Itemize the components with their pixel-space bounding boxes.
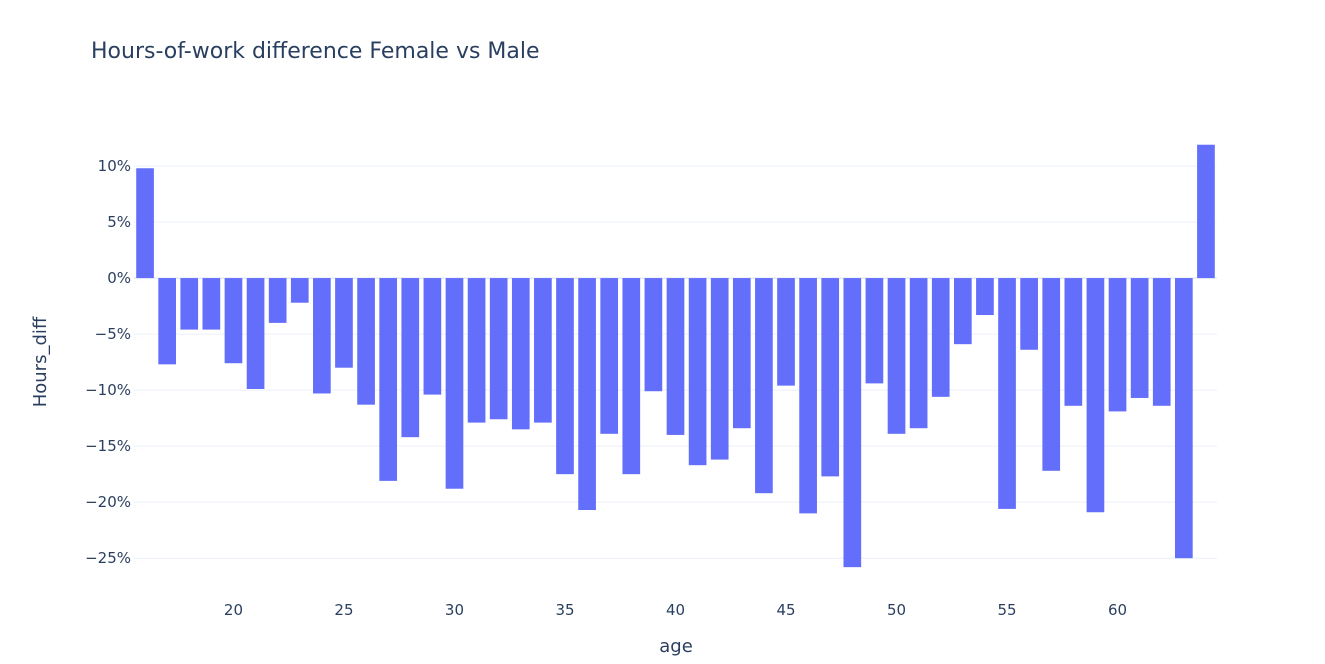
bar[interactable] [379, 278, 398, 481]
y-tick-label: −20% [85, 493, 131, 511]
bar[interactable] [755, 278, 773, 494]
bar[interactable] [489, 278, 508, 420]
bar[interactable] [1020, 278, 1038, 350]
bar[interactable] [953, 278, 972, 345]
bar[interactable] [1108, 278, 1127, 412]
bar[interactable] [998, 278, 1016, 509]
x-tick-label: 25 [334, 601, 353, 619]
bar[interactable] [136, 168, 154, 279]
bar[interactable] [688, 278, 707, 466]
bar[interactable] [224, 278, 243, 364]
y-tick-label: −10% [85, 381, 131, 399]
y-tick-labels: 10% 5% 0% −5% −10% −15% −20% −25% [85, 157, 131, 567]
bar[interactable] [1042, 278, 1061, 471]
bar[interactable] [511, 278, 530, 430]
bar[interactable] [401, 278, 420, 438]
bar[interactable] [732, 278, 751, 429]
x-tick-label: 40 [666, 601, 685, 619]
y-tick-label: −15% [85, 437, 131, 455]
x-tick-label: 55 [997, 601, 1016, 619]
bars [136, 144, 1215, 568]
x-tick-labels: 20 25 30 35 40 45 50 55 60 [224, 601, 1127, 619]
bar[interactable] [976, 278, 994, 316]
bar[interactable] [1064, 278, 1083, 406]
bar[interactable] [268, 278, 287, 323]
bar[interactable] [843, 278, 862, 568]
bar[interactable] [335, 278, 353, 368]
bar[interactable] [1175, 278, 1193, 559]
bar[interactable] [445, 278, 464, 489]
x-tick-label: 50 [887, 601, 906, 619]
bar[interactable] [865, 278, 884, 384]
bar[interactable] [467, 278, 486, 423]
bar[interactable] [423, 278, 442, 395]
bar[interactable] [1197, 144, 1215, 279]
bar[interactable] [909, 278, 928, 429]
bar[interactable] [622, 278, 641, 475]
y-tick-label: 0% [107, 269, 131, 287]
x-tick-label: 35 [555, 601, 574, 619]
bar[interactable] [777, 278, 795, 386]
bar[interactable] [290, 278, 309, 303]
bar[interactable] [357, 278, 375, 405]
bar[interactable] [180, 278, 199, 330]
x-tick-label: 45 [776, 601, 795, 619]
bar[interactable] [578, 278, 596, 511]
bar[interactable] [158, 278, 176, 365]
x-tick-label: 30 [445, 601, 464, 619]
bar[interactable] [313, 278, 331, 394]
x-tick-label: 60 [1108, 601, 1127, 619]
bar[interactable] [644, 278, 663, 392]
y-tick-label: 10% [98, 157, 131, 175]
x-axis-title: age [659, 636, 693, 657]
bar[interactable] [600, 278, 619, 434]
y-axis-title: Hours_diff [30, 316, 51, 407]
bar[interactable] [202, 278, 221, 330]
y-tick-label: −5% [95, 325, 131, 343]
bar[interactable] [1086, 278, 1105, 513]
bar[interactable] [799, 278, 817, 514]
bar[interactable] [1130, 278, 1149, 398]
bar[interactable] [534, 278, 552, 423]
bar[interactable] [1152, 278, 1171, 406]
bar[interactable] [246, 278, 265, 389]
bar[interactable] [821, 278, 840, 477]
bar[interactable] [556, 278, 574, 475]
bar[interactable] [931, 278, 950, 397]
bar[interactable] [887, 278, 906, 434]
x-tick-label: 20 [224, 601, 243, 619]
bar[interactable] [710, 278, 729, 460]
chart-title: Hours-of-work difference Female vs Male [91, 39, 540, 64]
bar[interactable] [666, 278, 685, 435]
y-tick-label: 5% [107, 213, 131, 231]
y-tick-label: −25% [85, 549, 131, 567]
